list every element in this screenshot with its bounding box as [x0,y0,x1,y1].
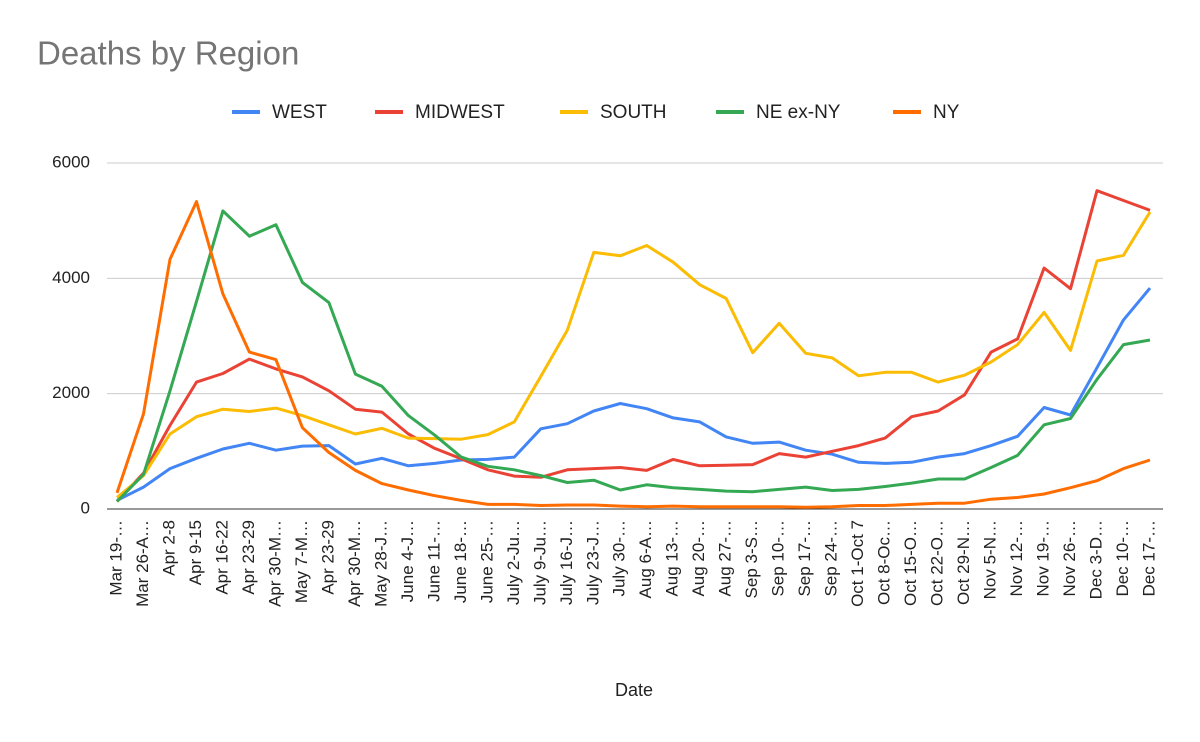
legend-label: NY [933,102,960,123]
x-tick-label: Nov 5-N… [981,520,1000,599]
x-tick-label: Apr 30-M… [265,520,284,607]
x-axis-label: Date [615,680,653,700]
x-tick-label: Oct 1-Oct 7 [848,520,867,607]
x-tick-label: July 16-J… [557,520,576,605]
x-tick-label: Aug 13-… [663,520,682,597]
legend-label: SOUTH [600,102,667,123]
x-tick-label: Sep 17-… [795,520,814,597]
x-tick-label: Oct 29-N… [954,520,973,605]
x-tick-label: Apr 2-8 [159,520,178,576]
x-tick-label: Apr 30-M… [345,520,364,607]
series-line [116,211,1152,499]
x-tick-label: Oct 15-O… [901,520,920,606]
x-tick-label: Oct 8-Oc… [875,520,894,605]
x-tick-label: Nov 19-… [1034,520,1053,597]
x-tick-label: Nov 26-… [1060,520,1079,597]
series-line [115,189,1151,503]
x-tick-label: Apr 16-22 [212,520,231,595]
x-tick-label: July 30-… [610,520,629,597]
x-tick-label: Sep 24-… [822,520,841,597]
x-tick-label: June 4-J… [398,520,417,602]
series-line [116,287,1152,502]
y-tick-label: 2000 [52,383,90,402]
chart-title: Deaths by Region [37,35,299,72]
x-tick-label: Aug 20-… [689,520,708,597]
x-tick-label: Sep 3-S… [742,520,761,598]
series-line [115,209,1151,503]
x-tick-label: June 11-… [424,520,443,602]
x-tick-label: Dec 10-… [1113,520,1132,597]
x-tick-label: Dec 3-D… [1087,520,1106,599]
legend-label: WEST [272,102,327,123]
x-tick-label: July 2-Ju… [504,520,523,605]
x-tick-label: June 25-… [477,520,496,603]
x-tick-label: Oct 22-O… [928,520,947,606]
x-tick-label: Aug 27-… [716,520,735,597]
x-tick-label: May 7-M… [292,520,311,603]
x-tick-label: June 18-… [451,520,470,603]
x-tick-label: Sep 10-… [769,520,788,597]
x-tick-label: July 23-J… [583,520,602,605]
x-tick-label: Mar 26-A… [133,520,152,607]
x-tick-label: Apr 23-29 [239,520,258,595]
x-tick-label: Apr 23-29 [318,520,337,595]
x-tick-label: Dec 17-… [1139,520,1158,597]
y-tick-label: 4000 [52,268,90,287]
x-tick-label: Apr 9-15 [186,520,205,585]
y-tick-label: 6000 [52,152,90,171]
x-tick-label: May 28-J… [371,520,390,607]
x-tick-label: Nov 12-… [1007,520,1026,597]
x-tick-label: Aug 6-A… [636,520,655,598]
x-tick-label: July 9-Ju… [530,520,549,605]
series-line [115,200,1151,509]
legend-label: MIDWEST [415,102,505,123]
x-tick-label: Mar 19-… [106,520,125,596]
y-tick-label: 0 [81,498,90,517]
legend-label: NE ex-NY [756,102,841,123]
